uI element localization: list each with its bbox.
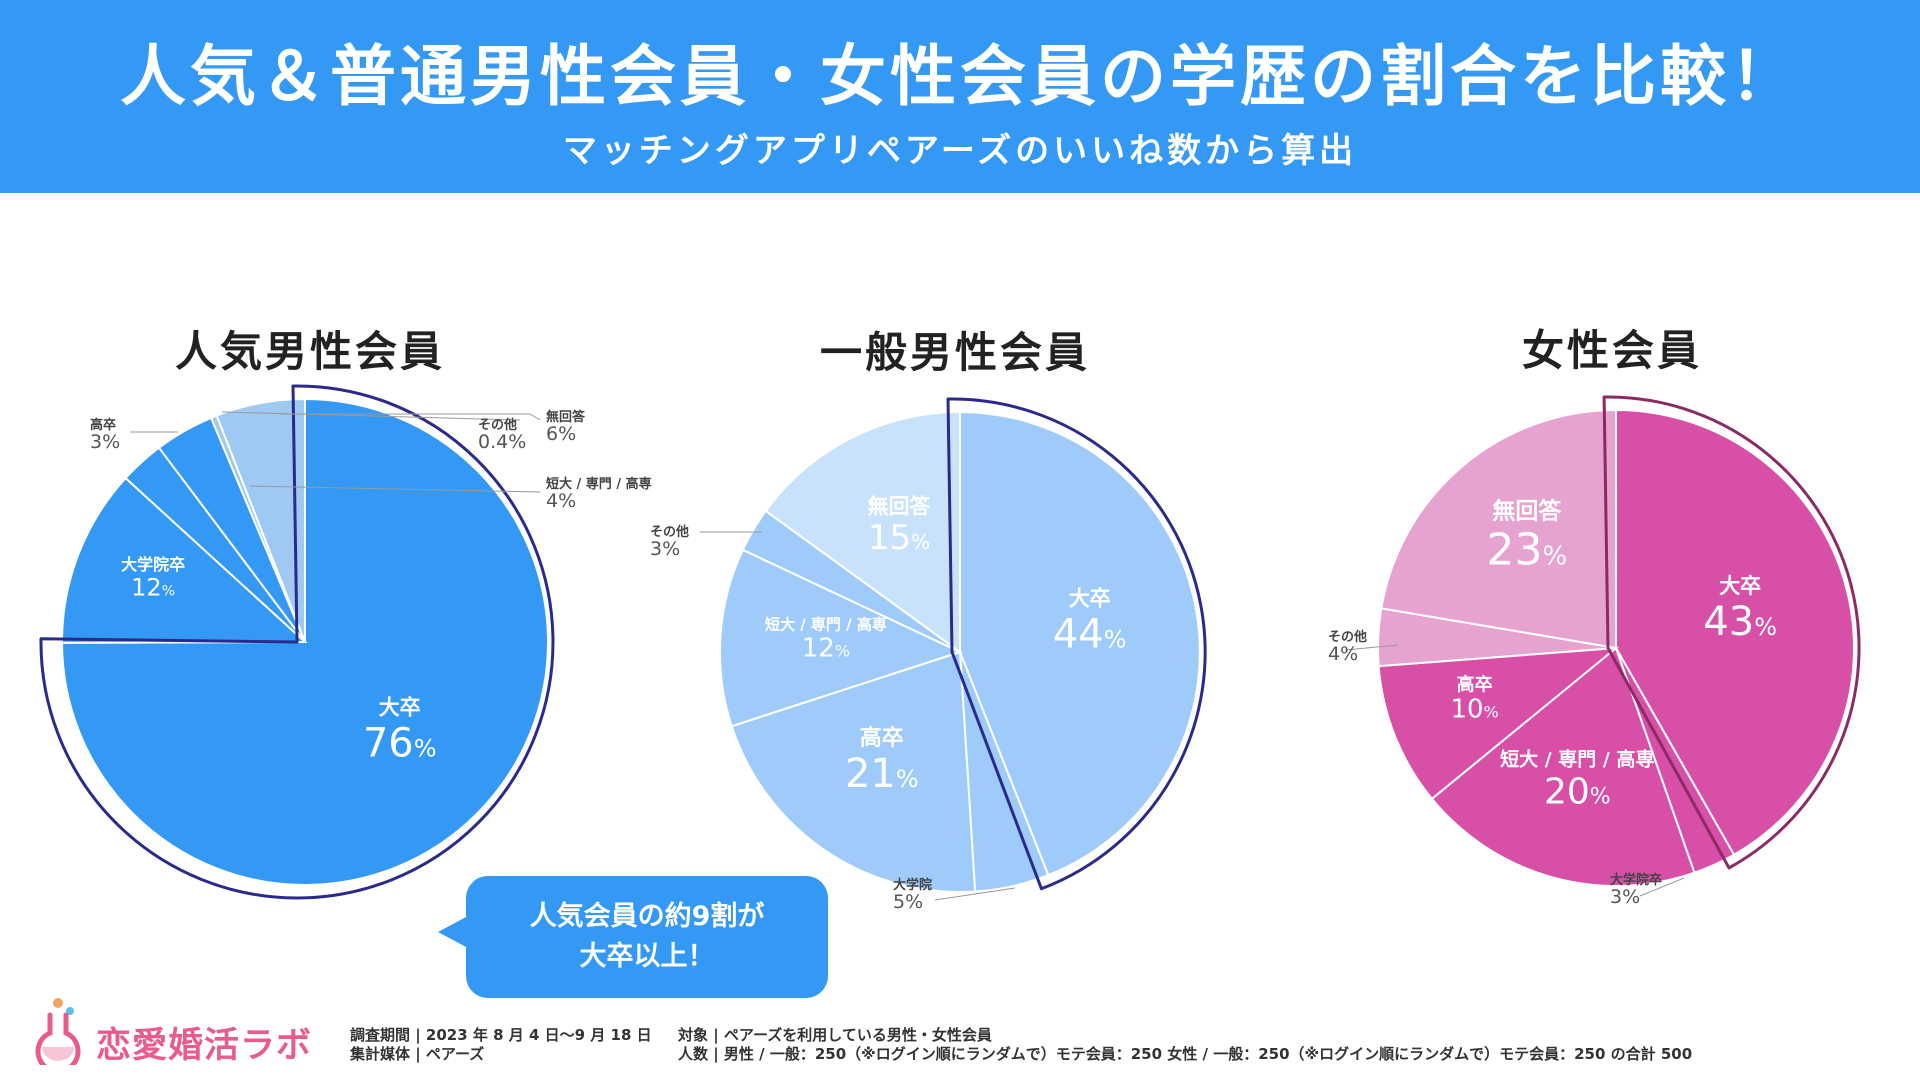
survey-period: 調査期間 | 2023 年 8 月 4 日〜9 月 18 日 [350, 1026, 652, 1044]
callout-line-2: 大卒以上！ [579, 941, 715, 972]
pie-1-value-5: 15% [868, 518, 930, 558]
pie-0-value-3: 4% [546, 490, 576, 512]
flask-icon [35, 998, 81, 1065]
pie-2-label-3: 高卒 [1457, 673, 1493, 695]
pie-2-label-5: 無回答 [1492, 497, 1562, 524]
page-subtitle: マッチングアプリペアーズのいいね数から算出 [562, 131, 1358, 171]
pie-2-label-2: 短大 / 専門 / 高専 [1500, 748, 1654, 771]
survey-media: 集計媒体 | ペアーズ [350, 1045, 485, 1063]
pie-0-label-3: 短大 / 専門 / 高専 [546, 476, 652, 492]
pie-0-leader-5 [280, 413, 541, 421]
pie-1-slice-3 [718, 548, 963, 728]
pie-1-label-5: 無回答 [868, 495, 932, 519]
pie-1-value-2: 21% [845, 751, 919, 797]
callout-line-1: 人気会員の約9割が [529, 901, 765, 932]
pie-1-slice-2 [730, 650, 977, 893]
pie-2-leader-4 [1344, 644, 1399, 651]
pie-2-value-4: 4% [1328, 643, 1358, 665]
pie-0-slice-0 [60, 397, 549, 886]
chart-title-female: 女性会員 [1522, 326, 1703, 375]
pie-1-highlight [946, 397, 1207, 891]
pie-1-slice-0 [959, 410, 1201, 877]
chart-title-general-male: 一般男性会員 [820, 328, 1091, 377]
header-banner: 人気＆普通男性会員・女性会員の学歴の割合を比較！ マッチングアプリペアーズのいい… [0, 0, 1920, 193]
pie-1-label-0: 大卒 [1069, 586, 1111, 610]
brand-name: 恋愛婚活ラボ [96, 1026, 313, 1066]
pie-2-label-1: 大学院卒 [1610, 872, 1662, 888]
pie-1-label-2: 高卒 [860, 725, 904, 751]
pie-0-slice-1 [60, 476, 308, 644]
pie-2-label-0: 大卒 [1719, 574, 1761, 598]
pie-1-label-1: 大学院 [893, 877, 932, 893]
pie-0-label-2: 高卒 [90, 417, 116, 433]
pie-0-value-1: 12% [131, 573, 175, 601]
pie-0-leader-3 [249, 485, 541, 493]
pie-1-label-4: その他 [650, 524, 689, 540]
callout-tail [438, 916, 468, 948]
page-title: 人気＆普通男性会員・女性会員の学歴の割合を比較！ [120, 38, 1800, 115]
pie-0-leader-4 [221, 411, 521, 421]
survey-count: 人数 | 男性 / 一般：250（※ログイン順にランダムで）モテ会員：250 女… [678, 1045, 1693, 1063]
pie-2-slice-5 [1380, 408, 1617, 650]
survey-target: 対象 | ペアーズを利用している男性・女性会員 [678, 1026, 992, 1044]
pie-0-value-2: 3% [90, 431, 120, 453]
pie-2-slice-0 [1615, 408, 1855, 857]
pie-0-value-4: 0.4% [478, 431, 526, 453]
callout-bubble: 人気会員の約9割が 大卒以上！ [438, 876, 828, 998]
pie-0-label-5: 無回答 [546, 409, 586, 425]
pie-2-slice-2 [1430, 646, 1696, 887]
pie-1-label-3: 短大 / 専門 / 高専 [765, 615, 887, 633]
pie-0-highlight [39, 384, 555, 900]
pie-2-label-4: その他 [1328, 629, 1367, 645]
pie-0-label-0: 大卒 [379, 695, 421, 719]
pie-2-slice-3 [1377, 646, 1620, 801]
pie-1-value-1: 5% [893, 891, 923, 913]
pie-0-label-1: 大学院卒 [121, 555, 185, 574]
pie-0-value-5: 6% [546, 423, 576, 445]
pie-2-value-1: 3% [1610, 886, 1640, 908]
chart-title-popular-male: 人気男性会員 [175, 327, 446, 376]
pie-2-highlight [1602, 395, 1861, 870]
pie-1-value-4: 3% [650, 538, 680, 560]
pie-2-leader-1 [1639, 877, 1685, 897]
pie-0-label-4: その他 [478, 417, 517, 433]
pie-1-leader-1 [934, 887, 1016, 901]
pie-0-slice-5 [215, 397, 306, 643]
pie-1-slice-5 [764, 410, 961, 654]
